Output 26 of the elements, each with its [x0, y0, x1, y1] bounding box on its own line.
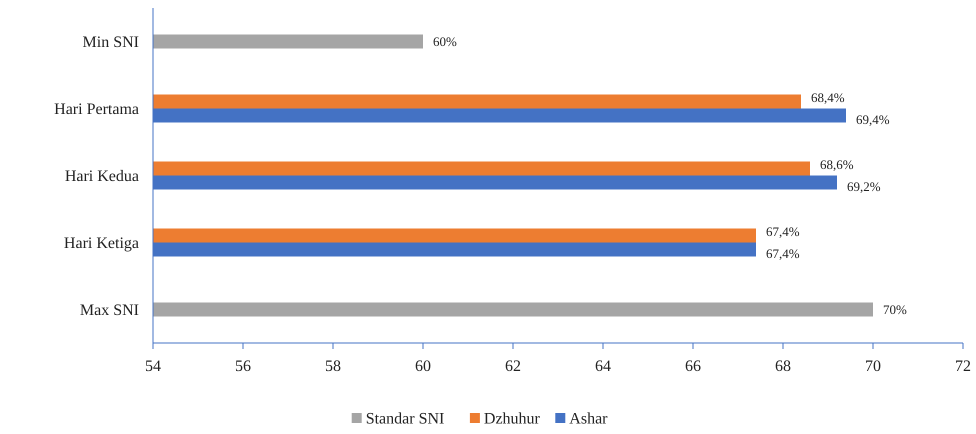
x-tick-label: 72 — [955, 358, 971, 375]
y-tick-label: Hari Pertama — [54, 101, 139, 118]
x-tick-label: 66 — [685, 358, 701, 375]
data-label: 68,6% — [820, 157, 854, 172]
y-tick-label: Hari Kedua — [64, 168, 139, 186]
x-tick-label: 70 — [865, 358, 881, 375]
x-tick-label: 56 — [235, 358, 251, 375]
legend-label: Dzhuhur — [484, 410, 541, 428]
legend-label: Standar SNI — [366, 410, 444, 428]
y-tick-label: Hari Ketiga — [64, 235, 139, 252]
x-tick-label: 58 — [325, 358, 341, 375]
y-tick-label: Min SNI — [82, 34, 139, 52]
x-tick-label: 54 — [145, 358, 161, 375]
x-tick-label: 68 — [775, 358, 791, 375]
data-label: 68,4% — [811, 90, 845, 106]
data-label: 60% — [433, 34, 457, 50]
data-label: 69,2% — [847, 179, 881, 194]
x-tick-label: 62 — [505, 358, 521, 375]
x-tick-label: 64 — [595, 358, 611, 375]
y-tick-label: Max SNI — [80, 302, 139, 320]
data-label: 69,4% — [856, 112, 890, 128]
legend-label: Ashar — [569, 410, 608, 428]
data-label: 67,4% — [766, 224, 800, 240]
data-label: 70% — [883, 302, 907, 318]
x-tick-label: 60 — [415, 358, 431, 375]
data-label: 67,4% — [766, 246, 800, 262]
